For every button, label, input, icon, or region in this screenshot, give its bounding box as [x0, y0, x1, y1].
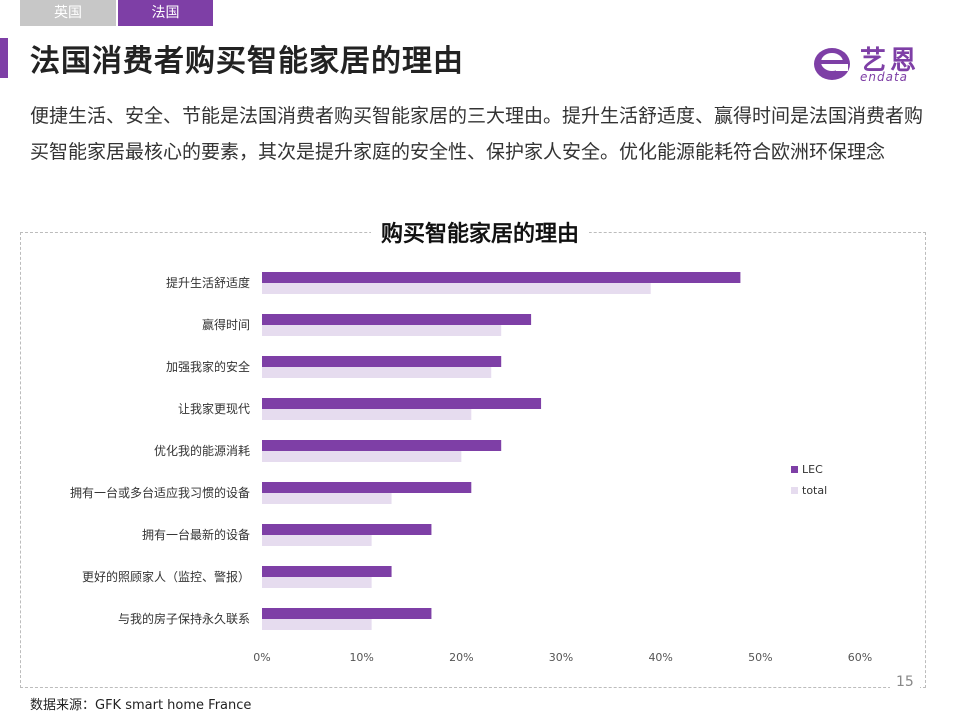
- logo-text-cn: 艺恩: [860, 46, 921, 76]
- legend-swatch-lec: [791, 466, 798, 473]
- endata-logo: 艺恩 endata: [812, 40, 924, 86]
- page-title: 法国消费者购买智能家居的理由: [30, 44, 464, 79]
- title-accent-bar: [0, 38, 8, 78]
- x-tick-label: 0%: [253, 651, 270, 664]
- bar-lec-7: [262, 524, 432, 535]
- bar-lec-2: [262, 314, 532, 325]
- legend-label-lec: LEC: [802, 463, 823, 476]
- bar-lec-1: [262, 272, 741, 283]
- bar-total-6: [262, 493, 392, 504]
- x-tick-label: 10%: [349, 651, 373, 664]
- logo-text-en: endata: [860, 70, 909, 84]
- bar-total-4: [262, 409, 472, 420]
- page-number: 15: [890, 674, 920, 690]
- bar-lec-3: [262, 356, 502, 367]
- bar-lec-4: [262, 398, 542, 409]
- category-label: 与我的房子保持永久联系: [118, 611, 250, 626]
- bar-lec-9: [262, 608, 432, 619]
- x-tick-label: 30%: [549, 651, 573, 664]
- x-tick-label: 40%: [648, 651, 672, 664]
- data-source: 数据来源：GFK smart home France: [30, 698, 252, 713]
- bar-total-7: [262, 535, 372, 546]
- chart-title-text: 购买智能家居的理由: [370, 222, 589, 247]
- category-label: 加强我家的安全: [166, 359, 250, 374]
- tab-uk[interactable]: 英国: [20, 0, 116, 26]
- bar-total-8: [262, 577, 372, 588]
- bar-total-1: [262, 283, 651, 294]
- category-label: 拥有一台或多台适应我习惯的设备: [70, 485, 250, 500]
- category-label: 提升生活舒适度: [166, 275, 250, 290]
- bar-total-5: [262, 451, 462, 462]
- category-label: 更好的照顾家人（监控、警报）: [82, 569, 250, 584]
- x-tick-label: 20%: [449, 651, 473, 664]
- intro-paragraph: 便捷生活、安全、节能是法国消费者购买智能家居的三大理由。提升生活舒适度、赢得时间…: [30, 105, 924, 163]
- endata-logo-icon: [814, 48, 850, 80]
- category-label: 赢得时间: [202, 317, 250, 332]
- bar-lec-6: [262, 482, 472, 493]
- category-label: 优化我的能源消耗: [154, 443, 250, 458]
- bar-total-9: [262, 619, 372, 630]
- legend-label-total: total: [802, 484, 827, 497]
- x-tick-label: 50%: [748, 651, 772, 664]
- tab-france[interactable]: 法国: [118, 0, 213, 26]
- category-label: 拥有一台最新的设备: [142, 527, 250, 542]
- category-label: 让我家更现代: [178, 401, 250, 416]
- bar-lec-8: [262, 566, 392, 577]
- bar-lec-5: [262, 440, 502, 451]
- chart-title: 购买智能家居的理由: [0, 216, 960, 248]
- bar-total-2: [262, 325, 502, 336]
- x-tick-label: 60%: [848, 651, 872, 664]
- bar-total-3: [262, 367, 492, 378]
- legend-swatch-total: [791, 487, 798, 494]
